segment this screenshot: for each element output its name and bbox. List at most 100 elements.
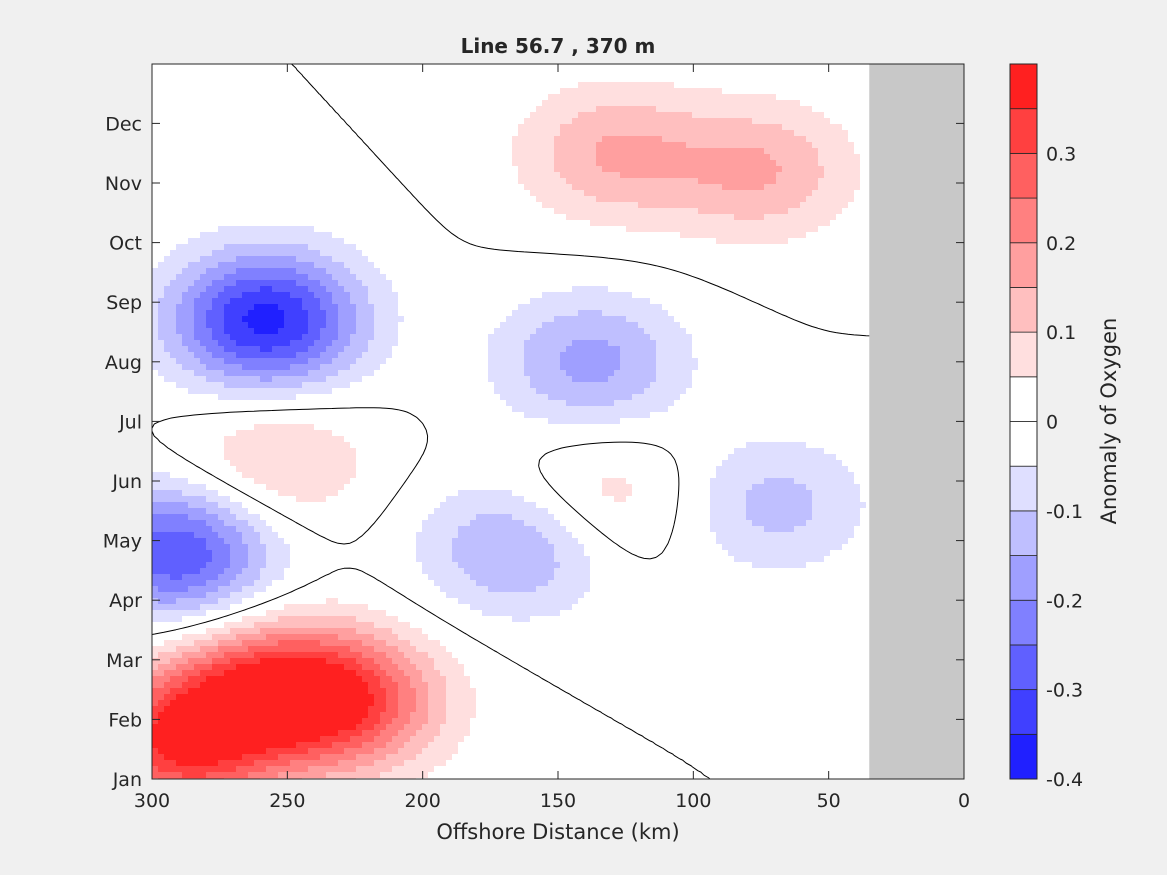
heatmap-cell bbox=[200, 130, 207, 137]
heatmap-cell bbox=[554, 274, 561, 281]
heatmap-cell bbox=[278, 190, 285, 197]
heatmap-cell bbox=[428, 118, 435, 125]
heatmap-cell bbox=[278, 118, 285, 125]
heatmap-cell bbox=[482, 226, 489, 233]
heatmap-cell bbox=[860, 190, 867, 197]
heatmap-cell bbox=[518, 226, 525, 233]
heatmap-cell bbox=[788, 118, 795, 125]
heatmap-cell bbox=[212, 166, 219, 173]
heatmap-cell bbox=[326, 70, 333, 77]
heatmap-cell bbox=[746, 130, 753, 137]
heatmap-cell bbox=[824, 268, 831, 275]
heatmap-cell bbox=[626, 106, 633, 113]
heatmap-cell bbox=[548, 244, 555, 251]
heatmap-cell bbox=[638, 214, 645, 221]
heatmap-cell bbox=[308, 130, 315, 137]
heatmap-cell bbox=[854, 220, 861, 227]
heatmap-cell bbox=[338, 208, 345, 215]
heatmap-cell bbox=[152, 70, 159, 77]
heatmap-cell bbox=[632, 82, 639, 89]
heatmap-cell bbox=[200, 268, 207, 275]
heatmap-cell bbox=[536, 76, 543, 83]
heatmap-cell bbox=[842, 88, 849, 95]
heatmap-cell bbox=[152, 184, 159, 191]
heatmap-cell bbox=[152, 256, 159, 263]
heatmap-cell bbox=[680, 100, 687, 107]
heatmap-cell bbox=[620, 142, 627, 149]
heatmap-cell bbox=[560, 64, 567, 71]
heatmap-cell bbox=[716, 112, 723, 119]
heatmap-cell bbox=[800, 88, 807, 95]
heatmap-cell bbox=[482, 142, 489, 149]
heatmap-cell bbox=[170, 202, 177, 209]
heatmap-cell bbox=[356, 202, 363, 209]
heatmap-cell bbox=[320, 166, 327, 173]
heatmap-cell bbox=[170, 112, 177, 119]
heatmap-cell bbox=[338, 214, 345, 221]
heatmap-cell bbox=[854, 118, 861, 125]
heatmap-cell bbox=[800, 130, 807, 137]
heatmap-cell bbox=[326, 280, 333, 287]
heatmap-cell bbox=[272, 154, 279, 161]
heatmap-cell bbox=[752, 118, 759, 125]
heatmap-cell bbox=[488, 172, 495, 179]
heatmap-cell bbox=[764, 178, 771, 185]
heatmap-cell bbox=[278, 178, 285, 185]
heatmap-cell bbox=[368, 244, 375, 251]
heatmap-cell bbox=[452, 256, 459, 263]
heatmap-cell bbox=[188, 160, 195, 167]
heatmap-cell bbox=[314, 280, 321, 287]
heatmap-cell bbox=[710, 244, 717, 251]
heatmap-cell bbox=[800, 142, 807, 149]
heatmap-cell bbox=[182, 274, 189, 281]
heatmap-cell bbox=[776, 226, 783, 233]
heatmap-cell bbox=[740, 220, 747, 227]
heatmap-cell bbox=[434, 118, 441, 125]
heatmap-cell bbox=[272, 82, 279, 89]
heatmap-cell bbox=[410, 106, 417, 113]
heatmap-cell bbox=[854, 130, 861, 137]
heatmap-cell bbox=[728, 244, 735, 251]
heatmap-cell bbox=[296, 154, 303, 161]
heatmap-cell bbox=[380, 268, 387, 275]
heatmap-cell bbox=[422, 184, 429, 191]
heatmap-cell bbox=[236, 214, 243, 221]
heatmap-cell bbox=[188, 154, 195, 161]
heatmap-cell bbox=[554, 196, 561, 203]
heatmap-cell bbox=[434, 136, 441, 143]
heatmap-cell bbox=[290, 112, 297, 119]
heatmap-cell bbox=[686, 262, 693, 269]
heatmap-cell bbox=[338, 160, 345, 167]
heatmap-cell bbox=[578, 136, 585, 143]
heatmap-cell bbox=[410, 130, 417, 137]
heatmap-cell bbox=[548, 64, 555, 71]
heatmap-cell bbox=[512, 94, 519, 101]
heatmap-cell bbox=[812, 130, 819, 137]
heatmap-cell bbox=[452, 214, 459, 221]
heatmap-cell bbox=[152, 124, 159, 131]
heatmap-cell bbox=[338, 88, 345, 95]
heatmap-cell bbox=[362, 268, 369, 275]
heatmap-cell bbox=[596, 64, 603, 71]
heatmap-cell bbox=[566, 82, 573, 89]
heatmap-cell bbox=[326, 154, 333, 161]
heatmap-cell bbox=[650, 214, 657, 221]
heatmap-cell bbox=[188, 250, 195, 257]
heatmap-cell bbox=[356, 94, 363, 101]
heatmap-cell bbox=[698, 136, 705, 143]
heatmap-cell bbox=[584, 124, 591, 131]
heatmap-cell bbox=[440, 244, 447, 251]
heatmap-cell bbox=[806, 130, 813, 137]
heatmap-cell bbox=[554, 178, 561, 185]
heatmap-cell bbox=[314, 262, 321, 269]
heatmap-cell bbox=[284, 268, 291, 275]
heatmap-cell bbox=[242, 250, 249, 257]
heatmap-cell bbox=[416, 166, 423, 173]
heatmap-cell bbox=[284, 76, 291, 83]
heatmap-cell bbox=[434, 100, 441, 107]
heatmap-cell bbox=[230, 136, 237, 143]
heatmap-cell bbox=[602, 166, 609, 173]
heatmap-cell bbox=[362, 208, 369, 215]
heatmap-cell bbox=[614, 106, 621, 113]
heatmap-cell bbox=[602, 268, 609, 275]
